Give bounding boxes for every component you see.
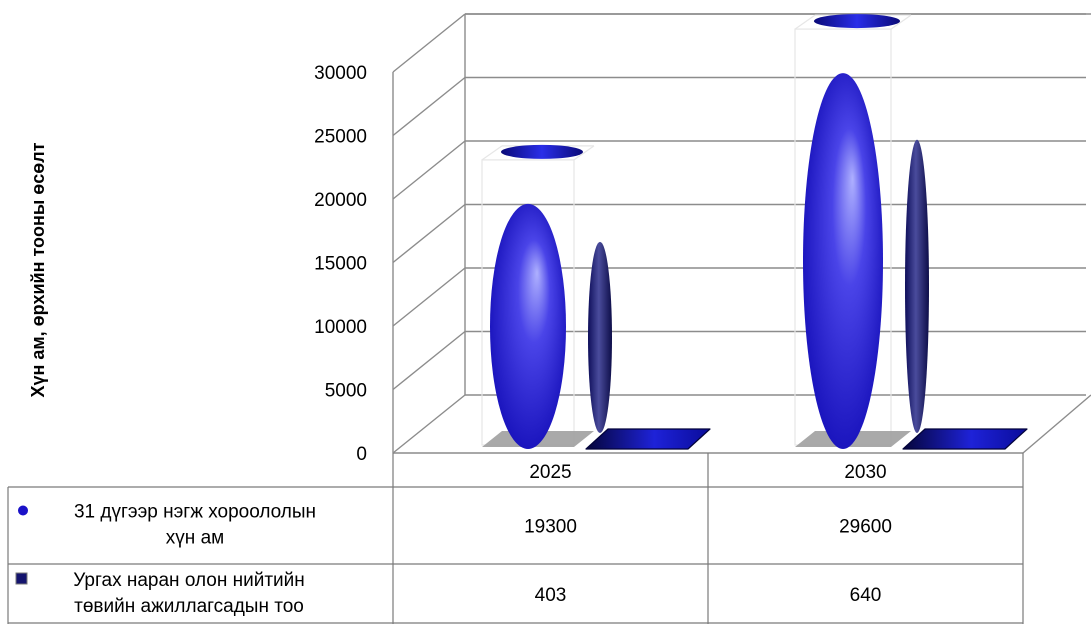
- y-axis-label: Хүн ам, өрхийн тооны өсөлт: [28, 142, 48, 397]
- legend-label: 31 дүгээр нэгж хороололын: [74, 502, 316, 523]
- bar-series-1-2025: [490, 203, 566, 449]
- y-tick-label: 0: [356, 444, 367, 465]
- bar-series-2-2025: [588, 241, 612, 433]
- data-table: 2025 2030 31 дүгээр нэгж хороололын хүн ам 1…: [7, 453, 1024, 624]
- gridline-diagonal: [392, 330, 466, 391]
- data-label: 403: [535, 585, 567, 606]
- y-tick-label: 10000: [314, 317, 367, 338]
- y-tick-label: 20000: [314, 190, 367, 211]
- glass-box-edge: [573, 145, 595, 161]
- y-tick-label: 15000: [314, 254, 367, 275]
- gridline-diagonal: [392, 76, 466, 137]
- bar-base-series-2-2030: [902, 428, 1028, 450]
- gridline-diagonal: [392, 13, 466, 73]
- legend-label: хүн ам: [166, 528, 224, 549]
- legend-label: Ургах наран олон нийтийн: [73, 570, 305, 591]
- bar-base-series-2-2025: [585, 428, 711, 450]
- x-tick-label: 2025: [529, 462, 571, 483]
- bars: [481, 14, 1028, 450]
- gridline-diagonal: [392, 140, 466, 200]
- legend-marker-circle: [18, 505, 28, 516]
- glass-box-edge: [794, 14, 816, 30]
- gridlines: [392, 13, 1091, 454]
- y-tick-label: 30000: [314, 63, 367, 84]
- floor-right-edge: [1022, 394, 1091, 454]
- y-tick-label: 25000: [314, 127, 367, 148]
- data-label: 640: [850, 585, 882, 606]
- bar-series-2-2030: [905, 139, 929, 433]
- bar-series-1-2030: [803, 73, 883, 449]
- data-label: 29600: [839, 517, 892, 538]
- y-tick-label: 5000: [325, 381, 367, 402]
- gridline-diagonal: [392, 394, 466, 454]
- x-tick-label: 2030: [844, 462, 886, 483]
- bar-cap-series-1-2030: [814, 14, 900, 29]
- bar-cap-series-1-2025: [501, 144, 583, 159]
- data-label: 19300: [524, 517, 577, 538]
- y-tick-labels: 0 5000 10000 15000 20000 25000 30000: [314, 63, 367, 465]
- gridline-diagonal: [392, 203, 466, 264]
- glass-box-edge: [890, 14, 912, 30]
- legend-marker-square: [15, 572, 28, 585]
- gridline-diagonal: [392, 267, 466, 327]
- glass-box-edge: [481, 145, 503, 161]
- legend-label: төвийн ажиллагсадын тоо: [74, 596, 304, 617]
